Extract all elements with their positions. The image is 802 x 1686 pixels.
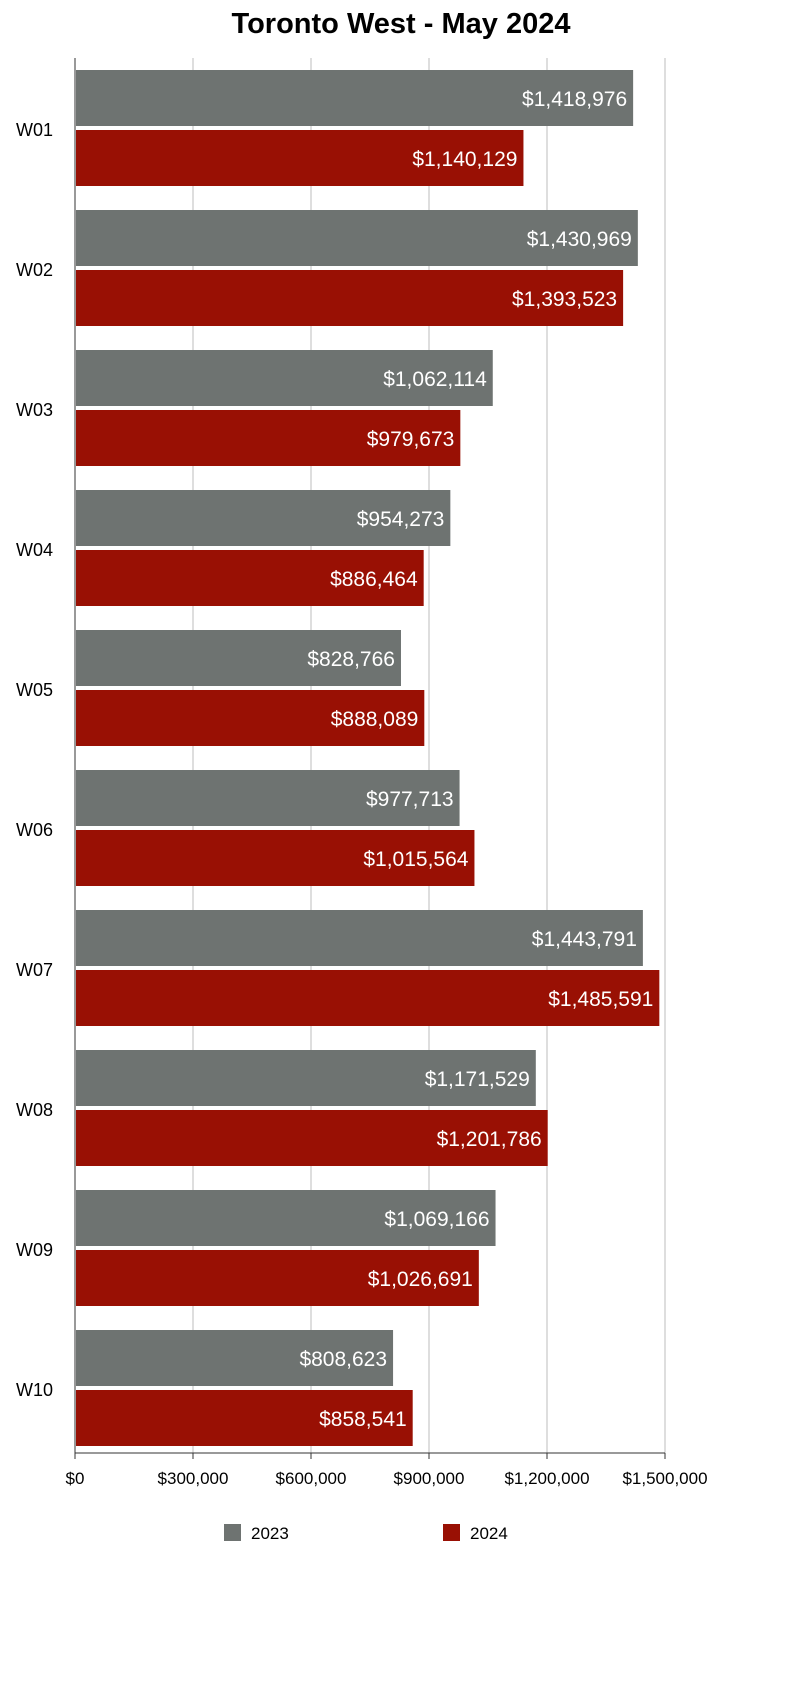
y-category-label: W10: [16, 1380, 53, 1400]
x-tick-label: $300,000: [158, 1469, 229, 1488]
y-category-label: W02: [16, 260, 53, 280]
bar-value-label: $1,140,129: [412, 148, 517, 171]
bar-2023-W09: [76, 1190, 496, 1246]
bar-value-label: $1,418,976: [522, 88, 627, 111]
bar-2023-W10: [76, 1330, 394, 1386]
bar-value-label: $858,541: [319, 1408, 407, 1431]
legend-swatch-2024: [443, 1524, 460, 1541]
bar-2024-W06: [76, 830, 475, 886]
bar-2024-W03: [76, 410, 461, 466]
bar-value-label: $888,089: [331, 708, 419, 731]
bar-value-label: $954,273: [357, 508, 445, 531]
bar-value-label: $1,026,691: [368, 1268, 473, 1291]
bar-value-label: $886,464: [330, 568, 418, 591]
bar-value-label: $1,430,969: [527, 228, 632, 251]
bar-2024-W04: [76, 550, 424, 606]
data-labels: $1,418,976 $1,140,129 $1,430,969 $1,393,523…: [299, 88, 653, 1431]
bar-2023-W05: [76, 630, 401, 686]
bars: [76, 70, 660, 1446]
chart-title: Toronto West - May 2024: [232, 8, 571, 40]
bar-value-label: $1,201,786: [437, 1128, 542, 1151]
y-category-label: W05: [16, 680, 53, 700]
bar-2023-W07: [76, 910, 643, 966]
y-category-label: W06: [16, 820, 53, 840]
axes: $0 $300,000 $600,000 $900,000 $1,200,000 $1,5…: [16, 58, 708, 1488]
bar-2024-W05: [76, 690, 425, 746]
bar-2024-W07: [76, 970, 660, 1026]
bar-value-label: $1,393,523: [512, 288, 617, 311]
legend-label: 2024: [470, 1524, 508, 1543]
bar-value-label: $979,673: [367, 428, 455, 451]
bar-2023-W04: [76, 490, 451, 546]
y-category-label: W01: [16, 120, 53, 140]
bar-2023-W01: [76, 70, 634, 126]
bar-value-label: $1,443,791: [532, 928, 637, 951]
bar-2023-W08: [76, 1050, 536, 1106]
bar-value-label: $808,623: [299, 1348, 387, 1371]
bar-value-label: $1,062,114: [383, 368, 487, 391]
x-tick-label: $600,000: [276, 1469, 347, 1488]
y-category-label: W04: [16, 540, 53, 560]
y-category-label: W09: [16, 1240, 53, 1260]
bar-2024-W09: [76, 1250, 479, 1306]
y-category-label: W07: [16, 960, 53, 980]
y-category-label: W03: [16, 400, 53, 420]
bar-2024-W10: [76, 1390, 413, 1446]
bar-2023-W03: [76, 350, 493, 406]
bar-2024-W02: [76, 270, 624, 326]
bar-value-label: $1,069,166: [384, 1208, 489, 1231]
bar-value-label: $1,171,529: [425, 1068, 530, 1091]
bar-value-label: $977,713: [366, 788, 454, 811]
bar-2023-W02: [76, 210, 638, 266]
y-category-label: W08: [16, 1100, 53, 1120]
x-tick-label: $1,200,000: [504, 1469, 589, 1488]
legend: 2023 2024: [224, 1524, 508, 1543]
legend-swatch-2023: [224, 1524, 241, 1541]
bar-value-label: $1,015,564: [363, 848, 468, 871]
x-tick-label: $900,000: [394, 1469, 465, 1488]
x-tick-label: $1,500,000: [622, 1469, 707, 1488]
bar-value-label: $828,766: [307, 648, 395, 671]
bar-2023-W06: [76, 770, 460, 826]
bar-2024-W01: [76, 130, 524, 186]
bar-2024-W08: [76, 1110, 548, 1166]
bar-value-label: $1,485,591: [548, 988, 653, 1011]
x-tick-label: $0: [66, 1469, 85, 1488]
legend-label: 2023: [251, 1524, 289, 1543]
